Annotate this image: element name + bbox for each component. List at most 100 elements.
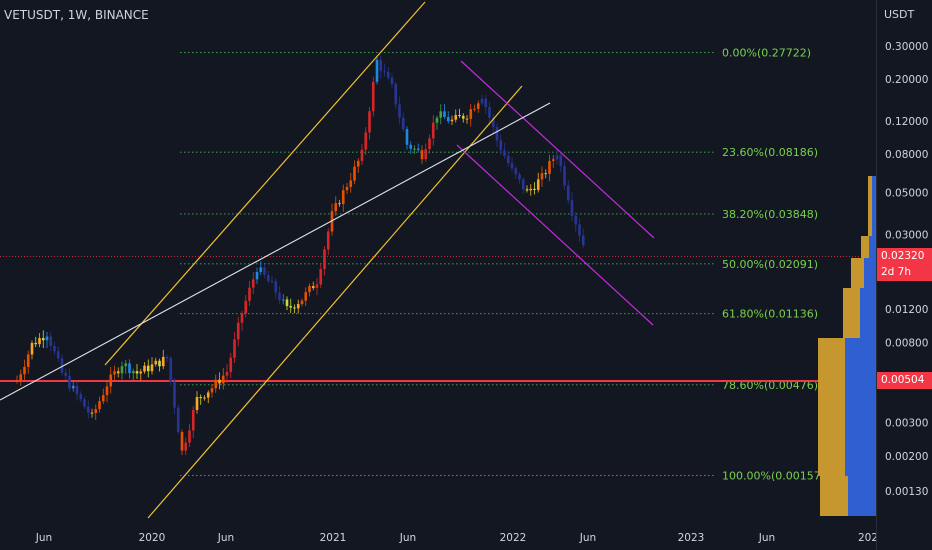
candle-body bbox=[465, 118, 469, 120]
current-price-tag: 0.02320 bbox=[877, 248, 932, 265]
time-tick-label: Jun bbox=[217, 532, 234, 544]
fib-label: 78.60%(0.00476) bbox=[722, 379, 818, 392]
time-tick-label: 2020 bbox=[139, 532, 166, 544]
candle-body bbox=[165, 356, 169, 359]
candle-body bbox=[120, 366, 124, 374]
candle-body bbox=[401, 117, 405, 130]
candle-body bbox=[446, 116, 450, 122]
candle-body bbox=[521, 179, 525, 190]
candle-body bbox=[56, 351, 60, 359]
candle-body bbox=[263, 267, 266, 275]
candle-body bbox=[244, 300, 248, 314]
candle-body bbox=[53, 345, 56, 352]
candle-body bbox=[428, 138, 431, 150]
candle-body bbox=[116, 371, 120, 374]
candle-body bbox=[578, 224, 581, 236]
fib-label: 38.20%(0.03848) bbox=[722, 208, 818, 221]
candle-body bbox=[259, 267, 263, 272]
candle-body bbox=[293, 307, 296, 309]
price-tick-label: 0.00300 bbox=[885, 418, 928, 430]
candle-body bbox=[128, 363, 131, 374]
price-tick-label: 0.30000 bbox=[885, 41, 928, 53]
candle-body bbox=[135, 371, 139, 374]
candle-body bbox=[150, 364, 154, 372]
symbol-title: VETUSDT, 1W, BINANCE bbox=[4, 8, 149, 22]
candle-body bbox=[416, 148, 420, 151]
fib-label: 100.00%(0.00157) bbox=[722, 470, 825, 483]
volume-profile-bar-up bbox=[851, 258, 865, 288]
candle-body bbox=[143, 365, 146, 372]
candle-body bbox=[210, 388, 214, 393]
price-tick-label: 0.03000 bbox=[885, 229, 928, 241]
candle-body bbox=[529, 188, 533, 191]
candle-body bbox=[450, 119, 454, 122]
volume-profile-bar-up bbox=[820, 476, 848, 516]
axis-unit: USDT bbox=[884, 8, 915, 21]
candle-body bbox=[248, 287, 251, 301]
time-tick-label: Jun bbox=[758, 532, 775, 544]
candle-body bbox=[23, 366, 26, 375]
candle-body bbox=[184, 442, 188, 451]
candle-body bbox=[15, 380, 19, 382]
candle-body bbox=[229, 357, 233, 372]
candle-body bbox=[480, 98, 484, 104]
candle-body bbox=[574, 215, 578, 225]
candle-body bbox=[469, 109, 473, 119]
time-tick-label: 202 bbox=[858, 532, 878, 544]
candle-body bbox=[540, 173, 544, 180]
candle-body bbox=[240, 313, 244, 323]
volume-profile-bar-down bbox=[860, 288, 876, 338]
candle-body bbox=[45, 336, 49, 341]
price-axis[interactable]: 0.30000 0.20000 0.12000 0.08000 0.05000 0.030… bbox=[885, 41, 928, 498]
candle-body bbox=[383, 71, 386, 73]
candle-body bbox=[566, 185, 570, 201]
candle-body bbox=[518, 174, 521, 180]
candle-body bbox=[68, 375, 71, 389]
candle-body bbox=[341, 190, 345, 205]
candle-body bbox=[409, 144, 413, 149]
volume-profile-bar-down bbox=[869, 236, 876, 258]
candle-body bbox=[255, 271, 259, 280]
candle-body bbox=[323, 249, 326, 270]
candle-body bbox=[221, 375, 225, 384]
candle-body bbox=[499, 140, 503, 151]
candle-body bbox=[41, 338, 45, 341]
candle-body bbox=[195, 396, 199, 410]
candle-body bbox=[285, 299, 289, 307]
candle-body bbox=[236, 322, 240, 340]
price-tick-label: 0.00200 bbox=[885, 451, 928, 463]
volume-profile-bar-up bbox=[843, 288, 861, 338]
price-tick-label: 0.12000 bbox=[885, 116, 928, 128]
candle-body bbox=[379, 59, 383, 72]
volume-profile-bar-up bbox=[868, 176, 872, 236]
volume-profile-bar-down bbox=[864, 258, 876, 288]
candle-body bbox=[188, 430, 191, 443]
candle-body bbox=[278, 292, 281, 301]
candle-body bbox=[559, 155, 563, 166]
candle-body bbox=[308, 286, 311, 293]
candle-body bbox=[345, 186, 349, 191]
time-tick-label: 2022 bbox=[500, 532, 527, 544]
candle-body bbox=[26, 354, 30, 367]
candle-body bbox=[555, 155, 559, 160]
candle-body bbox=[330, 211, 334, 232]
fib-label: 61.80%(0.01136) bbox=[722, 308, 818, 321]
candle-body bbox=[105, 386, 109, 396]
candle-body bbox=[266, 274, 270, 281]
candle-body bbox=[34, 342, 38, 345]
candle-body bbox=[315, 284, 319, 289]
candle-body bbox=[203, 397, 206, 399]
candle-body bbox=[79, 394, 83, 400]
candle-body bbox=[75, 385, 79, 395]
candle-body bbox=[169, 358, 173, 382]
candle-body bbox=[473, 108, 476, 110]
candle-body bbox=[83, 399, 86, 407]
candle-body bbox=[113, 371, 116, 375]
candle-body bbox=[398, 104, 401, 118]
time-axis[interactable]: Jun 2020 Jun 2021 Jun 2022 Jun 2023 Jun 202 bbox=[35, 532, 878, 544]
candle-body bbox=[458, 115, 461, 117]
candle-body bbox=[536, 179, 540, 190]
candle-body bbox=[326, 231, 330, 250]
candle-body bbox=[548, 160, 551, 174]
